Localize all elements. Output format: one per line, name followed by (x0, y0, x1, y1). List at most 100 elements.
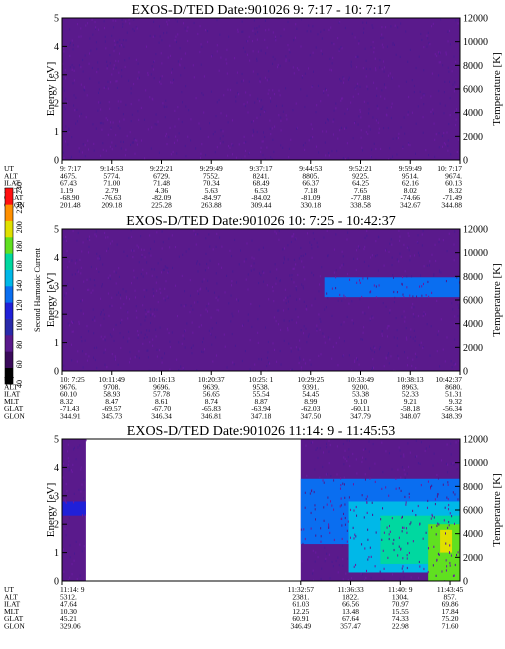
heatmap-noise (399, 252, 401, 255)
heatmap-noise (426, 34, 428, 37)
heatmap-noise (123, 250, 125, 253)
heatmap-noise (69, 576, 71, 579)
orbit-cell: 9639. (203, 382, 220, 391)
heatmap-noise (115, 323, 117, 327)
heatmap-noise (82, 58, 84, 62)
heatmap-noise (431, 253, 433, 256)
heatmap-noise (187, 39, 189, 43)
heatmap-noise (417, 234, 419, 237)
heatmap-noise (400, 489, 402, 493)
heatmap-noise (285, 87, 287, 90)
heatmap-noise (76, 239, 78, 242)
right-tick-label: 4000 (463, 529, 483, 540)
heatmap-noise (176, 314, 178, 318)
heatmap-noise (241, 324, 243, 327)
heatmap-noise (376, 87, 378, 90)
heatmap-noise (155, 335, 157, 338)
heatmap-noise (393, 548, 395, 552)
heatmap-noise (291, 274, 293, 277)
heatmap-noise (309, 54, 311, 57)
heatmap-noise (202, 93, 204, 97)
heatmap-noise (117, 41, 119, 44)
heatmap-noise (455, 60, 457, 63)
heatmap-noise (220, 56, 222, 59)
heatmap-noise (456, 150, 458, 154)
heatmap-noise (370, 256, 372, 259)
heatmap-noise (264, 76, 266, 79)
heatmap-noise (91, 18, 93, 21)
heatmap-noise (362, 31, 364, 34)
heatmap-noise (176, 358, 178, 361)
heatmap-noise (167, 270, 169, 274)
heatmap-noise (368, 264, 370, 268)
heatmap-noise (333, 248, 335, 251)
heatmap-noise (129, 131, 131, 134)
heatmap-noise (203, 348, 205, 351)
heatmap-noise (288, 48, 290, 51)
heatmap-noise (169, 246, 171, 249)
heatmap-noise (167, 296, 169, 299)
heatmap-noise (197, 270, 199, 273)
heatmap-noise (450, 153, 452, 156)
heatmap-noise (318, 290, 320, 293)
heatmap-noise (433, 274, 435, 277)
heatmap-noise (311, 304, 313, 307)
heatmap-noise (407, 442, 409, 445)
heatmap-noise (416, 455, 418, 458)
heatmap-noise (272, 89, 274, 92)
heatmap-noise (299, 358, 301, 361)
heatmap-noise (311, 127, 313, 131)
heatmap-noise (354, 359, 356, 362)
heatmap-noise (62, 62, 64, 65)
heatmap-noise (275, 277, 277, 280)
heatmap-noise (344, 449, 346, 452)
heatmap-noise (403, 116, 405, 119)
heatmap-noise (84, 144, 86, 147)
heatmap-noise (355, 563, 357, 567)
orbit-cell: -62.03 (301, 404, 321, 413)
heatmap-noise (262, 105, 264, 108)
heatmap-noise (199, 25, 201, 28)
orbit-cell: 346.34 (151, 412, 172, 421)
heatmap-noise (196, 369, 198, 371)
heatmap-noise (332, 120, 334, 123)
heatmap-noise (133, 276, 135, 279)
heatmap-noise (186, 322, 188, 325)
heatmap-noise (362, 66, 364, 70)
heatmap-noise (76, 120, 78, 123)
heatmap-noise (113, 49, 115, 53)
heatmap-noise (315, 551, 317, 554)
heatmap-noise (372, 26, 374, 29)
heatmap-noise (398, 85, 400, 88)
heatmap-noise (406, 246, 408, 249)
orbit-cell: 71.48 (153, 179, 170, 188)
heatmap-noise (427, 37, 429, 40)
heatmap-noise (314, 297, 316, 300)
heatmap-noise (247, 53, 249, 56)
right-tick-label: 4000 (463, 319, 483, 330)
heatmap-noise (256, 59, 258, 62)
heatmap-noise (288, 156, 290, 159)
heatmap-noise (435, 533, 437, 536)
heatmap-noise (207, 266, 209, 269)
heatmap-noise (413, 315, 415, 318)
heatmap-noise (159, 25, 161, 28)
heatmap-noise (259, 100, 261, 103)
heatmap-noise (63, 238, 65, 241)
heatmap-noise (431, 72, 433, 75)
orbit-cell: 8.87 (254, 397, 267, 406)
orbit-cell: 10.30 (60, 607, 77, 616)
heatmap-noise (405, 80, 407, 83)
heatmap-noise (402, 275, 404, 279)
heatmap-noise (127, 317, 129, 320)
orbit-cell: 9:44:53 (299, 164, 322, 173)
heatmap-noise (432, 112, 434, 115)
heatmap-noise (406, 275, 408, 278)
orbit-row-label: MLT (4, 397, 20, 406)
heatmap-noise (71, 470, 73, 474)
heatmap-noise (143, 248, 145, 252)
orbit-row-label: GLAT (4, 193, 24, 202)
heatmap-noise (364, 478, 366, 481)
heatmap-noise (452, 308, 454, 311)
heatmap-noise (321, 37, 323, 40)
